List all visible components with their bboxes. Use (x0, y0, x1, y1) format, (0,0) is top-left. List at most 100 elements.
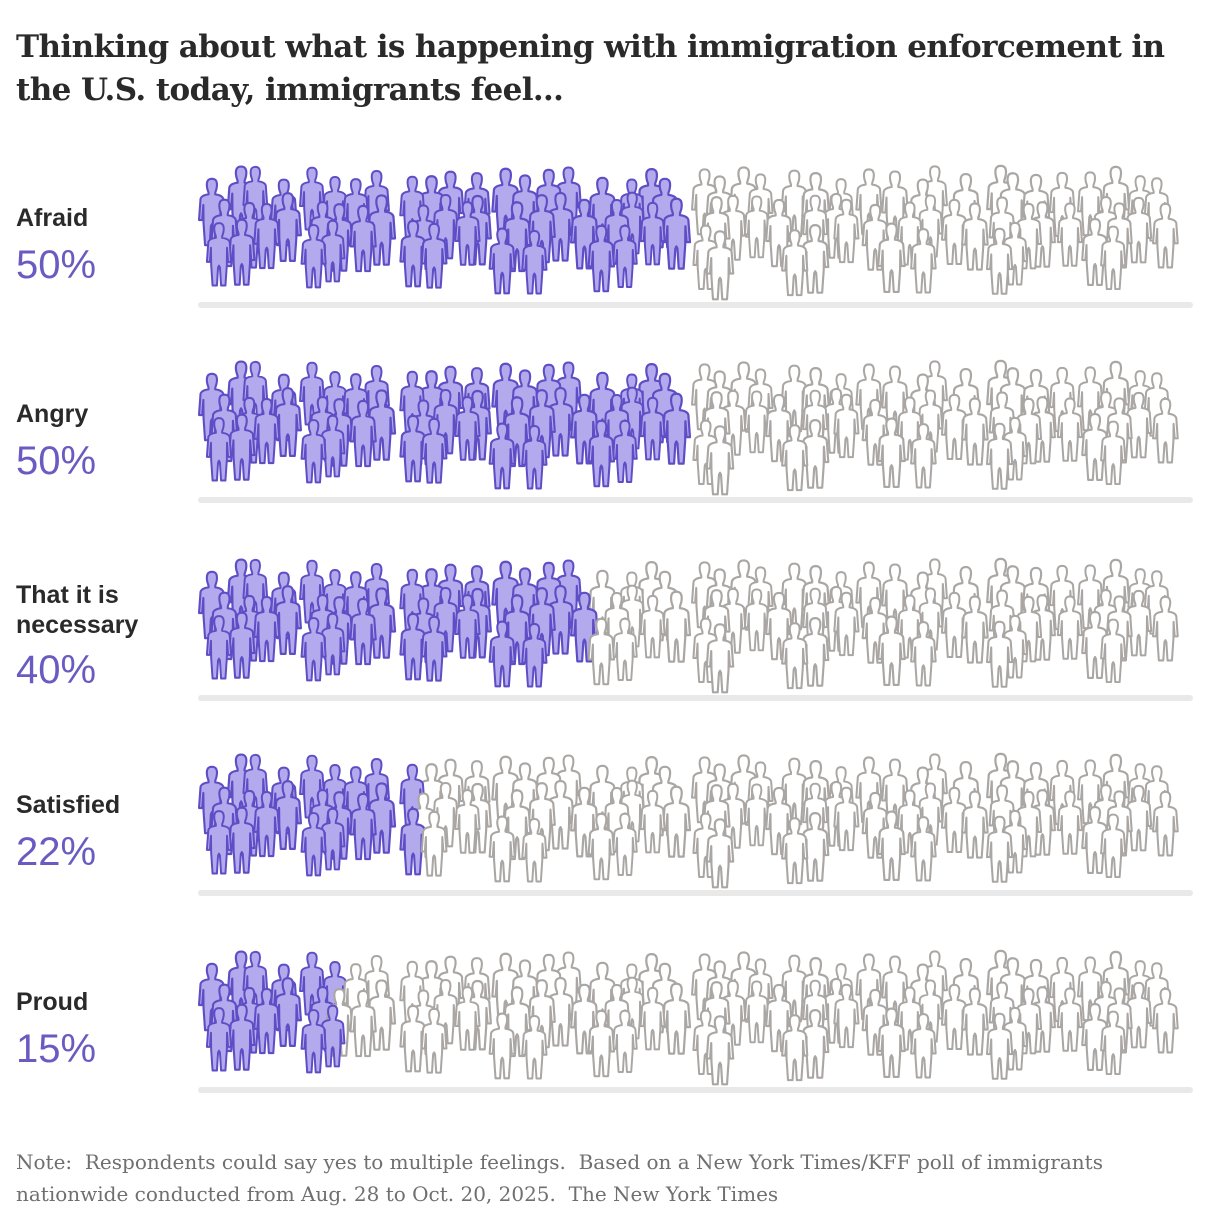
person-icon-filled (399, 414, 427, 483)
person-icon-filled (349, 399, 377, 468)
person-icon-empty (781, 817, 809, 885)
person-icon-empty (1081, 806, 1109, 875)
person-icon-filled (273, 780, 302, 850)
person-icon-empty (961, 397, 989, 466)
person-icon-filled (273, 585, 302, 655)
person-icon-filled (273, 977, 302, 1047)
row-angry: Angry 50% (0, 345, 1222, 515)
person-icon-empty (639, 986, 666, 1051)
person-icon-filled (253, 202, 281, 270)
person-icon-filled (300, 812, 327, 877)
person-icon-filled (546, 191, 575, 262)
person-icon-empty (587, 617, 616, 686)
person-icon-empty (940, 198, 968, 266)
person-icon-empty (719, 979, 747, 1046)
person-icon-filled (319, 219, 346, 283)
person-icon-filled (349, 792, 377, 861)
person-icon-empty (833, 591, 860, 657)
person-icon-empty (961, 202, 989, 271)
footnote: Note: Respondents could say yes to multi… (16, 1150, 1103, 1206)
person-icon-empty (1125, 589, 1153, 657)
person-icon-empty (1152, 987, 1179, 1054)
person-icon-empty (587, 1009, 616, 1078)
person-icon-filled (399, 612, 427, 681)
person-icon-filled (205, 1007, 233, 1072)
person-icon-filled (399, 807, 427, 876)
person-icon-empty (587, 812, 616, 881)
person-icon-empty (743, 390, 770, 454)
person-icon-filled (319, 612, 346, 676)
person-icon-empty (781, 1014, 809, 1082)
person-icon-empty (1125, 784, 1153, 852)
person-icon-filled (639, 396, 666, 461)
person-icon-empty (546, 779, 575, 850)
person-icon-empty (985, 227, 1014, 295)
person-icon-empty (1152, 790, 1179, 857)
people-grid (197, 752, 1193, 896)
person-icon-filled (253, 790, 281, 858)
person-icon-empty (1100, 813, 1127, 879)
person-icon-filled (205, 615, 233, 680)
person-icon-empty (781, 229, 809, 297)
person-icon-filled (521, 229, 548, 295)
person-icon-empty (612, 617, 638, 681)
person-icon-empty (349, 989, 377, 1058)
person-icon-empty (877, 222, 906, 294)
person-icon-empty (661, 590, 692, 663)
person-icon-filled (399, 219, 427, 288)
person-icon-filled (420, 222, 448, 289)
person-icon-empty (833, 393, 860, 459)
person-icon-empty (910, 228, 937, 294)
person-icon-filled (661, 392, 692, 465)
person-icon-filled (205, 417, 233, 482)
person-icon-empty (961, 595, 989, 664)
person-icon-empty (940, 786, 968, 854)
person-icon-filled (273, 387, 302, 457)
row-label: Angry (16, 400, 89, 428)
person-icon-empty (454, 986, 481, 1051)
person-icon-empty (801, 224, 830, 294)
person-icon-empty (1152, 397, 1179, 464)
chart-title: Thinking about what is happening with im… (16, 29, 1165, 108)
person-icon-empty (521, 1014, 548, 1080)
people-grid (197, 949, 1193, 1093)
person-icon-filled (205, 810, 233, 875)
person-icon-filled (273, 192, 302, 262)
person-icon-empty (961, 790, 989, 859)
person-icon-filled (587, 224, 616, 293)
person-icon-empty (801, 419, 830, 489)
person-icon-filled (639, 201, 666, 266)
person-icon-empty (833, 786, 860, 852)
person-icon-filled (319, 414, 346, 478)
person-icon-empty (719, 782, 747, 849)
person-icon-filled (661, 197, 692, 270)
person-icon-filled (319, 807, 346, 871)
person-icon-filled (488, 422, 516, 490)
person-icon-empty (719, 389, 747, 456)
ground-shadow (198, 890, 1193, 896)
person-icon-filled (612, 224, 638, 288)
row-label: Satisfied (16, 791, 121, 819)
person-icon-filled (546, 386, 575, 457)
person-icon-filled (228, 806, 256, 874)
person-icon-empty (877, 810, 906, 882)
row-percent: 40% (16, 648, 97, 692)
person-icon-empty (985, 1012, 1014, 1080)
person-icon-filled (300, 617, 327, 682)
person-icon-filled (454, 396, 481, 461)
people-grid (197, 164, 1193, 308)
person-icon-filled (319, 1004, 346, 1068)
person-icon-empty (454, 789, 481, 854)
person-icon-filled (546, 584, 575, 655)
person-icon-empty (910, 423, 937, 489)
row-satisfied: Satisfied 22% (0, 738, 1222, 908)
person-icon-filled (253, 397, 281, 465)
row-percent: 50% (16, 439, 97, 483)
person-icon-empty (985, 815, 1014, 883)
person-icon-empty (661, 785, 692, 858)
person-icon-empty (1056, 202, 1083, 267)
row-label: That it is necessary (16, 581, 139, 639)
person-icon-empty (612, 1009, 638, 1073)
person-icon-filled (228, 218, 256, 286)
person-icon-empty (743, 588, 770, 652)
